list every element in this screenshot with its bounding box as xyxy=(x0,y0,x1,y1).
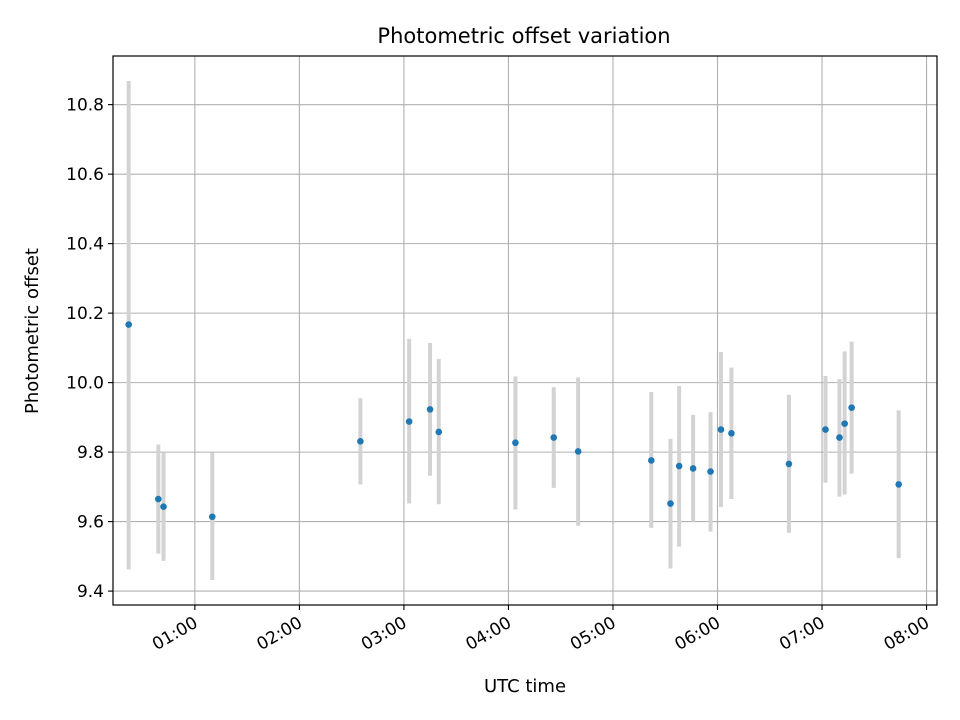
data-point xyxy=(426,406,434,413)
data-point xyxy=(512,439,519,447)
data-point xyxy=(707,468,714,475)
data-point xyxy=(689,465,697,472)
data-point xyxy=(357,438,364,445)
data-point xyxy=(895,481,902,488)
grid xyxy=(113,56,937,605)
y-tick-label: 10.8 xyxy=(66,96,104,116)
data-point xyxy=(785,460,793,468)
plot-frame xyxy=(112,55,938,606)
y-axis: 9.4 9.6 9.8 10.0 10.2 10.4 10.6 10.8 xyxy=(66,96,113,602)
data-point xyxy=(208,513,216,521)
y-tick-label: 9.4 xyxy=(77,582,104,602)
data-point xyxy=(405,418,413,425)
data-point xyxy=(160,503,167,510)
data-point xyxy=(822,426,829,433)
data-point xyxy=(125,321,132,328)
data-point xyxy=(667,500,674,507)
y-tick-label: 10.0 xyxy=(66,374,104,394)
y-tick-label: 9.6 xyxy=(77,513,104,533)
data-point xyxy=(574,448,582,455)
y-axis-label: Photometric offset xyxy=(22,248,43,414)
data-point xyxy=(717,426,725,433)
data-point xyxy=(848,404,855,411)
data-point xyxy=(550,434,558,441)
x-axis-label: UTC time xyxy=(484,676,566,697)
chart-title: Photometric offset variation xyxy=(377,24,670,48)
data-point xyxy=(648,457,655,464)
data-point xyxy=(154,495,162,503)
y-tick-label: 10.4 xyxy=(66,235,104,255)
data-point xyxy=(836,434,843,441)
data-point xyxy=(841,420,848,427)
data-point xyxy=(435,428,443,436)
y-tick-label: 10.2 xyxy=(66,304,104,324)
y-tick-label: 10.6 xyxy=(66,165,104,185)
y-tick-label: 9.8 xyxy=(77,443,104,463)
data-point xyxy=(728,430,735,437)
data-point xyxy=(675,462,683,470)
data-points xyxy=(125,321,902,521)
